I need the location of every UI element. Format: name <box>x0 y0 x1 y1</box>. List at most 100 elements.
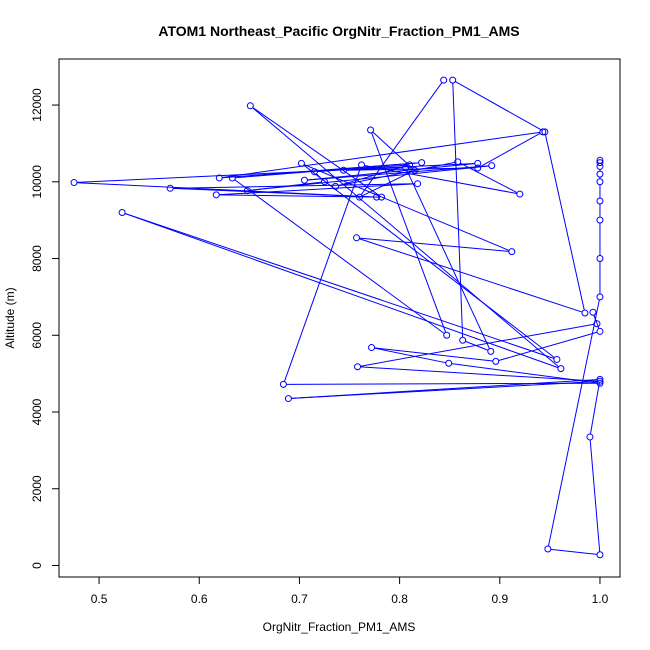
series-line-segment <box>362 171 413 197</box>
data-point <box>596 170 604 178</box>
series-line-segment <box>406 170 490 349</box>
y-tick-label: 8000 <box>30 245 44 272</box>
data-point <box>166 184 174 192</box>
y-tick-label: 0 <box>30 562 44 569</box>
data-point <box>596 293 604 301</box>
x-tick-label: 1.0 <box>592 592 609 606</box>
data-point <box>368 344 376 352</box>
data-point <box>358 161 366 169</box>
data-point <box>228 174 236 182</box>
data-point <box>596 377 604 385</box>
data-point <box>300 176 308 184</box>
series-line-segment <box>304 164 510 251</box>
data-point <box>443 331 451 339</box>
data-point <box>340 166 348 174</box>
series-line-segment <box>338 161 455 187</box>
data-point <box>418 159 426 167</box>
data-point <box>378 193 386 201</box>
data-series <box>70 76 604 559</box>
data-point <box>414 180 422 188</box>
series-line-segment <box>235 162 419 179</box>
data-point <box>557 365 565 373</box>
x-axis-label: OrgNitr_Fraction_PM1_AMS <box>263 620 416 634</box>
plot-frame <box>58 58 621 578</box>
data-point <box>541 128 549 136</box>
data-point <box>596 178 604 186</box>
y-tick-label: 10000 <box>30 165 44 199</box>
data-point <box>516 190 524 198</box>
x-axis: 0.5 0.6 0.7 0.8 0.9 1.0 <box>91 576 609 606</box>
data-point <box>539 128 547 136</box>
series-line-segment <box>480 132 541 167</box>
data-point <box>331 182 339 190</box>
series-line-segment <box>372 131 413 169</box>
series-line-segment <box>452 83 464 338</box>
data-point <box>246 102 254 110</box>
data-point <box>596 375 604 383</box>
series-line-segment <box>291 380 597 399</box>
series-line-segment <box>286 382 597 385</box>
data-point <box>508 248 516 256</box>
series-line-segment <box>124 213 559 369</box>
series-line-segment <box>234 179 445 334</box>
data-point <box>487 347 495 355</box>
data-point <box>474 164 482 172</box>
y-tick-label: 12000 <box>30 88 44 122</box>
series-line-segment <box>550 548 598 555</box>
data-point <box>320 178 328 186</box>
series-line-segment <box>219 194 379 198</box>
series-line-segment <box>455 81 543 131</box>
series-line-segment <box>346 167 475 171</box>
series-line-segment <box>374 347 493 362</box>
data-point <box>353 234 361 242</box>
data-point <box>402 164 410 172</box>
series-line-segment <box>371 132 447 333</box>
y-tick-label: 2000 <box>30 475 44 502</box>
series-line-segment <box>173 183 415 189</box>
series-line-segment <box>252 107 559 368</box>
data-point <box>474 159 482 167</box>
data-point <box>373 193 381 201</box>
y-axis-label: Altitude (m) <box>3 287 17 348</box>
series-line-segment <box>545 134 585 311</box>
data-point <box>544 545 552 553</box>
series-line-segment <box>360 323 595 367</box>
series-line-segment <box>374 347 446 364</box>
data-point <box>367 126 375 134</box>
series-line-segment <box>451 363 598 384</box>
data-point <box>581 309 589 317</box>
data-point <box>553 355 561 363</box>
data-point <box>596 379 604 387</box>
series-line-segment <box>173 187 374 198</box>
data-point <box>596 216 604 224</box>
series-line-segment <box>359 237 509 252</box>
series-line-segment <box>589 382 600 435</box>
data-point <box>459 336 467 344</box>
data-point <box>411 166 419 174</box>
y-tick-label: 6000 <box>30 322 44 349</box>
data-point <box>454 158 462 166</box>
series-line-segment <box>465 340 489 351</box>
data-point <box>279 380 287 388</box>
data-point <box>488 162 496 170</box>
data-point <box>596 327 604 335</box>
x-tick-label: 0.9 <box>491 592 508 606</box>
data-point <box>356 193 364 201</box>
data-point <box>596 255 604 263</box>
x-tick-label: 0.6 <box>191 592 208 606</box>
data-point <box>445 359 453 367</box>
data-point <box>354 363 362 371</box>
x-tick-label: 0.5 <box>91 592 108 606</box>
data-point <box>596 162 604 170</box>
data-point <box>215 174 223 182</box>
data-point <box>596 197 604 205</box>
series-line-segment <box>360 82 443 195</box>
series-line-segment <box>498 331 598 362</box>
data-point <box>243 187 251 195</box>
data-point <box>310 168 318 176</box>
data-point <box>118 208 126 216</box>
data-point <box>593 320 601 328</box>
data-point <box>589 308 597 316</box>
data-point <box>586 433 594 441</box>
